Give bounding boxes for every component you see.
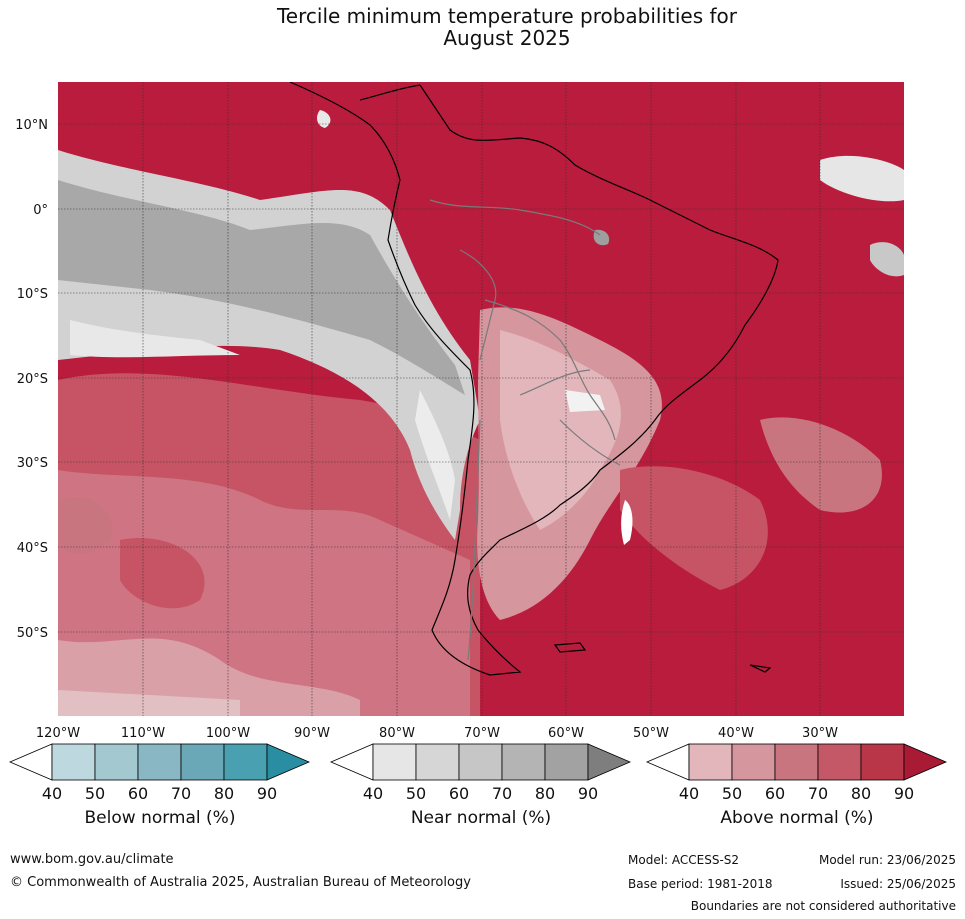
lon-label-60w: 60°W (548, 726, 584, 741)
lat-label-20s: 20°S (17, 372, 48, 387)
colorbar-near-low-extend (329, 743, 374, 781)
chart-title: Tercile minimum temperature probabilitie… (0, 5, 965, 49)
colorbar-below-tick: 50 (85, 784, 105, 803)
colorbar-below-low-extend (8, 743, 53, 781)
colorbar-above-tick: 90 (894, 784, 914, 803)
colorbars: 40 50 60 70 80 90 40 50 60 70 80 90 40 50 60 70 80 90 (8, 743, 948, 803)
map-field (58, 82, 904, 716)
colorbar-below-tick: 70 (171, 784, 191, 803)
issued-text: Issued: 25/06/2025 (840, 877, 956, 891)
colorbar-below-segment (137, 743, 182, 781)
lon-label-50w: 50°W (633, 726, 669, 741)
colorbar-above-segment (817, 743, 862, 781)
colorbar-near-tick: 40 (363, 784, 383, 803)
lat-label-0: 0° (33, 203, 48, 218)
colorbar-near-segment (501, 743, 546, 781)
coastline (289, 82, 779, 676)
colorbar-below-tick: 90 (257, 784, 277, 803)
colorbar-below-high-extend (266, 743, 311, 781)
colorbar-above-tick: 60 (765, 784, 785, 803)
lat-label-50s: 50°S (17, 626, 48, 641)
lon-label-120w: 120°W (36, 726, 80, 741)
copyright-text: © Commonwealth of Australia 2025, Austra… (10, 875, 471, 890)
lat-label-40s: 40°S (17, 541, 48, 556)
model-text: Model: ACCESS-S2 (628, 853, 740, 867)
colorbar-below-segment (51, 743, 96, 781)
colorbar-above-low-extend (645, 743, 690, 781)
model-run-text: Model run: 23/06/2025 (818, 853, 956, 867)
lon-label-90w: 90°W (294, 726, 330, 741)
colorbar-near-tick: 90 (578, 784, 598, 803)
title-line-2: August 2025 (443, 26, 571, 50)
colorbar-above-segment (774, 743, 819, 781)
colorbar-above-tick: 80 (851, 784, 871, 803)
lon-label-100w: 100°W (206, 726, 250, 741)
colorbar-above-tick: 50 (722, 784, 742, 803)
colorbar-below-segment (180, 743, 225, 781)
lat-label-10s: 10°S (17, 287, 48, 302)
lon-label-110w: 110°W (121, 726, 165, 741)
colorbar-below-tick: 40 (42, 784, 62, 803)
colorbar-near-segment (544, 743, 589, 781)
base-period-text: Base period: 1981-2018 (628, 877, 773, 891)
colorbar-label-below: Below normal (%) (84, 808, 236, 828)
lon-label-70w: 70°W (464, 726, 500, 741)
colorbar-above-segment (731, 743, 776, 781)
colorbar-above-high-extend (903, 743, 948, 781)
colorbar-near-high-extend (587, 743, 632, 781)
lat-label-10n: 10°N (15, 118, 48, 133)
colorbar-label-near: Near normal (%) (410, 808, 552, 828)
colorbar-near-segment (415, 743, 460, 781)
lat-label-30s: 30°S (17, 456, 48, 471)
colorbar-near-tick: 50 (406, 784, 426, 803)
colorbar-below-tick: 80 (214, 784, 234, 803)
title-line-1: Tercile minimum temperature probabilitie… (276, 4, 738, 28)
colorbar-near-segment (372, 743, 417, 781)
country-borders (429, 199, 621, 661)
colorbar-above-tick: 40 (679, 784, 699, 803)
colorbar-above-tick: 70 (808, 784, 828, 803)
colorbar-near-segment (458, 743, 503, 781)
disclaimer-text: Boundaries are not considered authoritat… (690, 899, 956, 913)
colorbar-above-segment (860, 743, 905, 781)
colorbar-below-segment (94, 743, 139, 781)
colorbar-near-tick: 80 (535, 784, 555, 803)
website-link[interactable]: www.bom.gov.au/climate (10, 852, 174, 867)
colorbar-label-above: Above normal (%) (720, 808, 874, 828)
colorbar-above-segment (688, 743, 733, 781)
colorbar-near-tick: 70 (492, 784, 512, 803)
lon-label-30w: 30°W (802, 726, 838, 741)
colorbar-below-segment (223, 743, 268, 781)
colorbar-below-tick: 60 (128, 784, 148, 803)
graticule (58, 82, 904, 716)
lon-label-40w: 40°W (718, 726, 754, 741)
lon-label-80w: 80°W (379, 726, 415, 741)
colorbar-near-tick: 60 (449, 784, 469, 803)
